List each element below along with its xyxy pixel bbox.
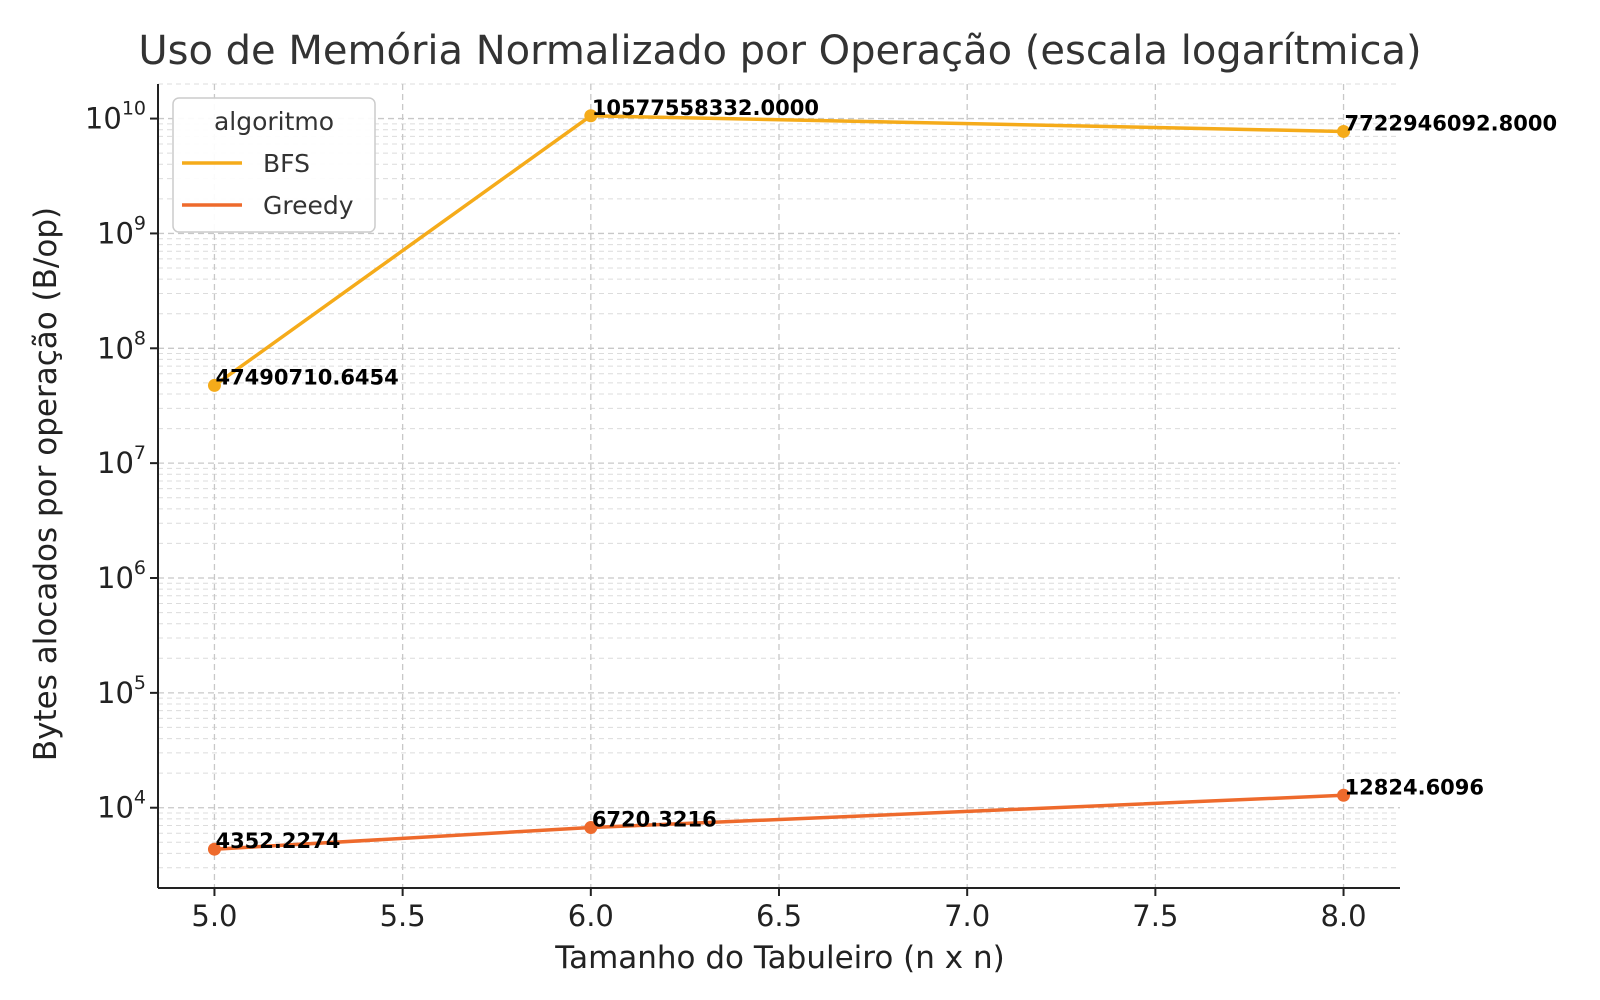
legend-title: algoritmo bbox=[214, 107, 334, 136]
data-point-bfs bbox=[207, 378, 221, 392]
data-point-greedy bbox=[584, 821, 598, 835]
y-tick-label: 107 bbox=[97, 442, 146, 480]
x-tick-label: 5.5 bbox=[380, 899, 426, 933]
data-label-greedy: 6720.3216 bbox=[592, 808, 717, 832]
legend-label-greedy: Greedy bbox=[263, 191, 354, 220]
y-tick-label: 108 bbox=[97, 327, 146, 365]
grid bbox=[158, 83, 1400, 889]
data-labels: 47490710.6454 10577558332.0000 7722946092.… bbox=[215, 96, 1557, 853]
legend-label-bfs: BFS bbox=[263, 149, 310, 178]
axes: 104 105 106 107 108 109 1010 5.0 5.5 6.0 6.5 7.0 7.5… bbox=[85, 84, 1400, 933]
x-tick-label: 6.0 bbox=[568, 899, 614, 933]
chart-title: Uso de Memória Normalizado por Operação … bbox=[138, 28, 1421, 74]
data-point-bfs bbox=[1337, 124, 1351, 138]
x-tick-label: 7.5 bbox=[1132, 899, 1178, 933]
data-label-greedy: 12824.6096 bbox=[1345, 775, 1484, 799]
y-tick-label: 1010 bbox=[85, 98, 146, 136]
series bbox=[207, 109, 1351, 856]
x-tick-label: 8.0 bbox=[1320, 899, 1366, 933]
x-tick-label: 6.5 bbox=[756, 899, 802, 933]
x-axis-label: Tamanho do Tabuleiro (n x n) bbox=[554, 940, 1004, 976]
legend-frame bbox=[172, 97, 376, 233]
y-tick-label: 109 bbox=[97, 212, 146, 250]
x-tick-label: 7.0 bbox=[944, 899, 990, 933]
data-label-bfs: 7722946092.8000 bbox=[1345, 111, 1558, 135]
series-line-greedy bbox=[212, 793, 1346, 851]
y-tick-label: 104 bbox=[97, 787, 146, 825]
y-tick-label: 106 bbox=[97, 557, 146, 595]
legend: algoritmo BFS Greedy bbox=[172, 97, 376, 233]
x-tick-label: 5.0 bbox=[191, 899, 237, 933]
data-point-greedy bbox=[207, 842, 221, 856]
y-axis-label: Bytes alocados por operação (B/op) bbox=[28, 207, 64, 761]
y-tick-label: 105 bbox=[97, 672, 146, 710]
data-point-greedy bbox=[1337, 788, 1351, 802]
data-point-bfs bbox=[584, 109, 598, 123]
data-label-bfs: 47490710.6454 bbox=[215, 365, 398, 389]
data-label-greedy: 4352.2274 bbox=[215, 829, 340, 853]
data-label-bfs: 10577558332.0000 bbox=[592, 96, 819, 120]
